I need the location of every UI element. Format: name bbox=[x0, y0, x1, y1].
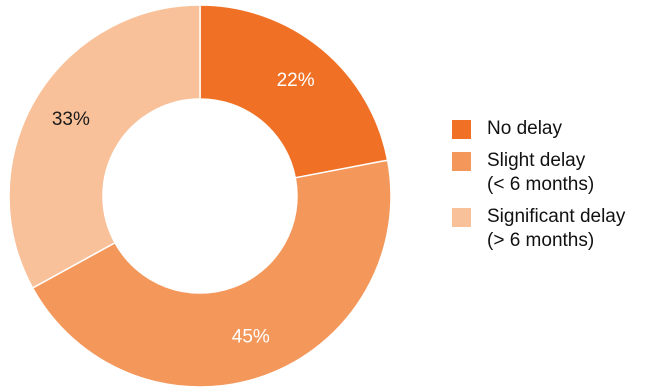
slice-slight-delay bbox=[31, 159, 392, 388]
legend-item-significant-delay: Significant delay (> 6 months) bbox=[452, 205, 672, 253]
donut-slices bbox=[8, 4, 392, 388]
legend-label-no-delay: No delay bbox=[487, 118, 562, 139]
slice-labels: 22% 45% 33% bbox=[52, 70, 315, 348]
legend-label-slight-delay: Slight delay bbox=[487, 150, 586, 171]
legend-item-no-delay: No delay bbox=[452, 117, 672, 141]
slice-label-significant-delay: 33% bbox=[52, 109, 90, 130]
legend-sublabel-slight-delay: (< 6 months) bbox=[487, 174, 595, 195]
legend: No delay Slight delay (< 6 months) Signi… bbox=[452, 117, 672, 261]
slice-label-no-delay: 22% bbox=[277, 70, 315, 91]
legend-swatch-slight-delay bbox=[452, 152, 471, 171]
legend-item-slight-delay: Slight delay (< 6 months) bbox=[452, 149, 672, 197]
slice-no-delay bbox=[199, 4, 389, 179]
slice-label-slight-delay: 45% bbox=[232, 327, 270, 348]
legend-sublabel-significant-delay: (> 6 months) bbox=[487, 230, 595, 251]
slice-significant-delay bbox=[8, 4, 201, 290]
legend-label-significant-delay: Significant delay bbox=[487, 206, 626, 227]
legend-swatch-no-delay bbox=[452, 120, 471, 139]
legend-swatch-significant-delay bbox=[452, 208, 471, 227]
